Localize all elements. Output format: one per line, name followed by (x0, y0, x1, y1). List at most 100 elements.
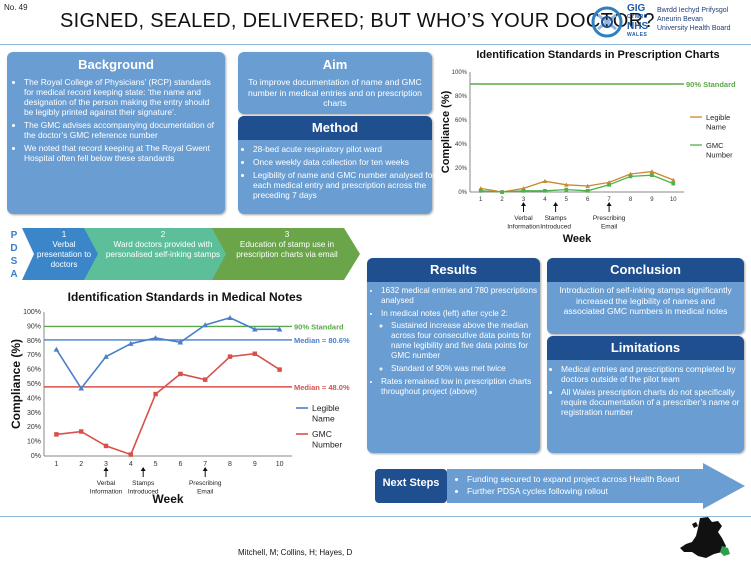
x-tick-label: 5 (565, 197, 569, 203)
data-point (103, 443, 109, 449)
data-point (128, 340, 134, 346)
prescription-chart: 0% 20% 40% 60% 80% 100% 1 2 3 4 5 6 7 8 9 10 90% Standar… (440, 70, 736, 245)
results-heading: Results (367, 258, 540, 282)
data-point (277, 367, 282, 372)
data-point (53, 346, 60, 352)
next-steps-label: Next Steps (382, 477, 440, 489)
pdsa-cycle-1: 1 Verbal presentation to doctors (36, 230, 92, 269)
legend-label: Number (312, 440, 342, 450)
next-steps-arrow (375, 463, 745, 509)
y-tick-label: 80% (27, 338, 41, 345)
data-point (78, 429, 84, 434)
data-point (521, 188, 526, 193)
x-tick-label: 2 (79, 461, 83, 468)
legend-label: Name (312, 414, 335, 424)
limitations-bullet: All Wales prescription charts do not spe… (561, 387, 747, 417)
x-tick-label: 10 (276, 461, 284, 468)
method-bullet: Legibility of name and GMC number analys… (253, 170, 437, 200)
y-tick-label: 0% (458, 190, 467, 196)
limitations-bullet: Medical entries and prescriptions comple… (561, 364, 747, 384)
annotation-arrowhead (606, 202, 612, 206)
series-line (480, 170, 674, 193)
y-tick-label: 40% (27, 395, 41, 402)
legend-label: Legible (706, 113, 730, 122)
data-point (585, 188, 590, 193)
x-axis-label: Week (563, 233, 592, 245)
x-axis-label: Week (152, 492, 183, 506)
x-tick-label: 6 (178, 461, 182, 468)
limitations-heading: Limitations (547, 336, 744, 360)
annotation-label: Prescribing (189, 480, 222, 487)
background-bullet: The Royal College of Physicians’ (RCP) s… (24, 77, 219, 117)
data-point (649, 169, 655, 174)
y-tick-label: 10% (27, 439, 41, 446)
data-point (202, 377, 208, 382)
annotation-arrowhead (202, 467, 208, 471)
next-steps-list: Funding secured to expand project across… (454, 474, 737, 500)
data-point (227, 314, 233, 320)
x-tick-label: 3 (522, 197, 526, 203)
background-bullet: The GMC advises accompanying documentati… (24, 120, 219, 140)
y-tick-label: 90% (27, 323, 41, 330)
pdsa-arrow-2 (84, 228, 234, 280)
results-bullet: 1632 medical entries and 780 prescriptio… (381, 286, 544, 306)
conclusion-heading: Conclusion (547, 258, 744, 282)
legend-label: Legible (312, 403, 340, 413)
y-tick-label: 80% (455, 94, 468, 100)
data-point (650, 173, 654, 178)
next-steps-bullet: Further PDSA cycles following rollout (467, 486, 737, 497)
data-point (564, 182, 569, 187)
results-bullet: In medical notes (left) after cycle 2: S… (381, 309, 544, 374)
conclusion-panel: Conclusion Introduction of self-inking s… (547, 258, 744, 334)
data-point (177, 339, 184, 345)
data-point (564, 187, 569, 192)
authors: Mitchell, M; Collins, H; Hayes, D (238, 548, 353, 557)
y-axis-label: Compliance (%) (9, 339, 23, 429)
annotation-label: Introduced (128, 489, 159, 496)
series-line (480, 174, 674, 193)
annotation-label: Email (601, 224, 618, 231)
y-tick-label: 60% (455, 118, 468, 124)
x-tick-label: 1 (479, 197, 483, 203)
data-point (607, 182, 611, 187)
y-axis-label: Compliance (%) (440, 90, 452, 173)
pdsa-arrow-3 (212, 228, 360, 280)
x-tick-label: 7 (607, 197, 611, 203)
data-point (252, 351, 258, 356)
x-tick-label: 8 (228, 461, 232, 468)
x-tick-label: 3 (104, 461, 108, 468)
data-point (78, 385, 84, 391)
reference-line-label: Median = 48.0% (294, 383, 350, 392)
background-heading: Background (78, 57, 154, 72)
limitations-list: Medical entries and prescriptions comple… (550, 364, 747, 420)
legend-label: GMC (312, 429, 332, 439)
results-bullet: Rates remained low in prescription chart… (381, 377, 544, 397)
reference-line-label: Median = 80.6% (294, 336, 350, 345)
results-sub-bullet: Standard of 90% was met twice (391, 364, 544, 374)
x-tick-label: 5 (154, 461, 158, 468)
background-bullet: We noted that record keeping at The Roya… (24, 143, 219, 163)
annotation-label: Information (507, 224, 540, 231)
logo-nhs-mark: GIG CYMRU NHS WALES (627, 3, 649, 39)
method-panel: Method 28-bed acute respiratory pilot wa… (238, 116, 435, 214)
pdsa-letters: P D S A (10, 230, 18, 280)
poster-title: SIGNED, SEALED, DELIVERED; BUT WHO’S YOU… (60, 10, 655, 32)
y-tick-label: 100% (452, 70, 468, 76)
poster-number: No. 49 (4, 3, 28, 12)
data-point (478, 188, 483, 193)
data-point (103, 353, 109, 359)
wales-map-icon (680, 517, 730, 558)
data-point (500, 190, 504, 194)
background-panel: Background The Royal College of Physicia… (7, 52, 225, 214)
annotation-label: Verbal (514, 215, 533, 222)
method-heading: Method (238, 116, 432, 140)
x-tick-label: 9 (650, 197, 654, 203)
data-point (671, 181, 676, 186)
pdsa-cycle-2: 2 Ward doctors provided with personalised… (105, 230, 221, 259)
y-tick-label: 60% (27, 367, 41, 374)
background-list: The Royal College of Physicians’ (RCP) s… (11, 77, 219, 163)
data-point (178, 371, 183, 377)
annotation-label: Prescribing (593, 215, 626, 222)
x-tick-label: 10 (670, 197, 677, 203)
rx-chart-title: Identification Standards in Prescription… (476, 49, 720, 61)
